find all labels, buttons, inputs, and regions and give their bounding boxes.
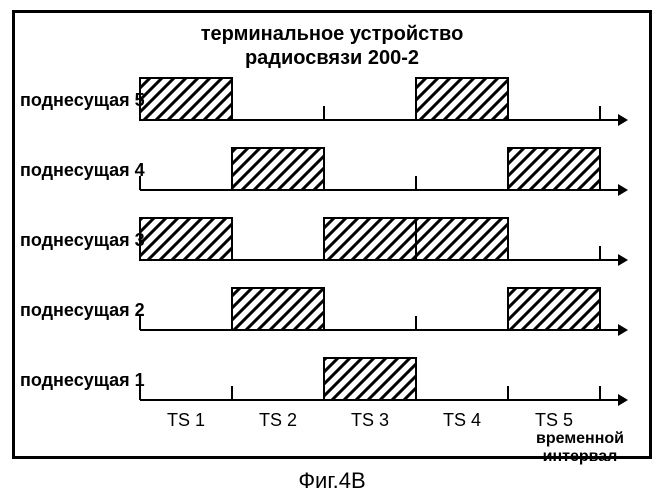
footer-line-2: интервал bbox=[520, 448, 640, 466]
subcarrier-label: поднесущая 5 bbox=[20, 90, 145, 111]
subcarrier-label: поднесущая 4 bbox=[20, 160, 145, 181]
timeslot-label: TS 2 bbox=[248, 410, 308, 431]
timeslot-label: TS 1 bbox=[156, 410, 216, 431]
subcarrier-label: поднесущая 1 bbox=[20, 370, 145, 391]
time-interval-label: временной интервал bbox=[520, 430, 640, 466]
footer-line-1: временной bbox=[520, 430, 640, 448]
timeslot-label: TS 4 bbox=[432, 410, 492, 431]
figure-caption: Фиг.4В bbox=[0, 468, 664, 494]
subcarrier-label: поднесущая 2 bbox=[20, 300, 145, 321]
timeslot-label: TS 5 bbox=[524, 410, 584, 431]
timeslot-label: TS 3 bbox=[340, 410, 400, 431]
subcarrier-label: поднесущая 3 bbox=[20, 230, 145, 251]
